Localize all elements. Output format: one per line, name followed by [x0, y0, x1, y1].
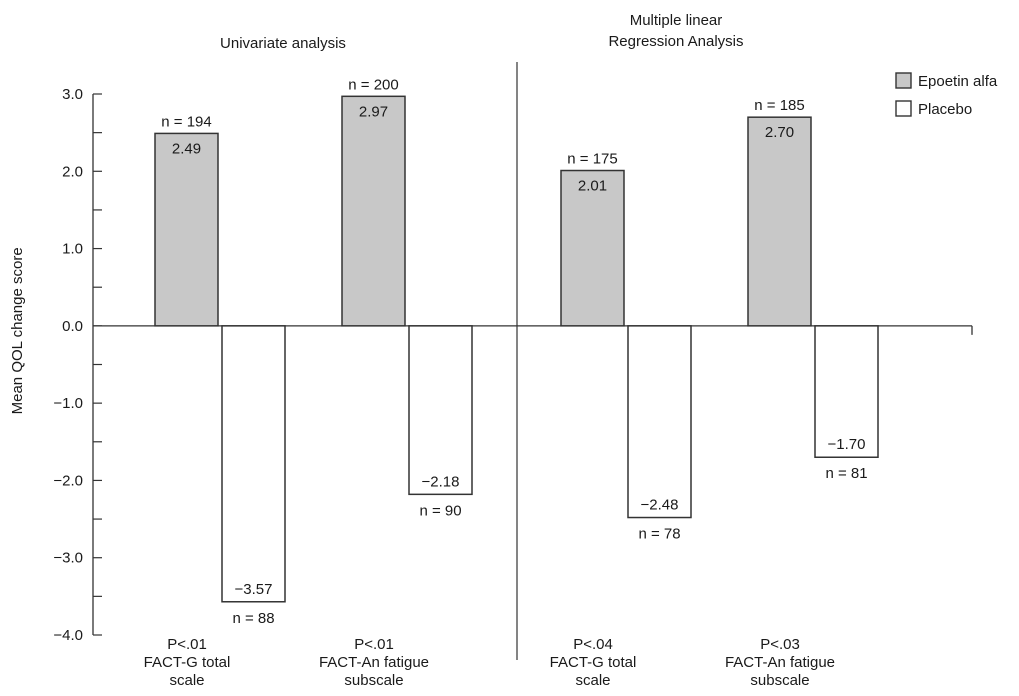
- y-tick-label: −2.0: [53, 472, 83, 489]
- category-label: scale: [575, 672, 610, 689]
- group-title: Regression Analysis: [608, 33, 743, 50]
- category-label: FACT-An fatigue: [725, 654, 835, 671]
- value-label: −2.18: [422, 473, 460, 490]
- category-label: subscale: [344, 672, 403, 689]
- n-label: n = 200: [348, 76, 398, 93]
- y-tick-label: 3.0: [62, 86, 83, 103]
- category-label: P<.04: [573, 636, 613, 653]
- epoetin-bar: [747, 116, 812, 327]
- category-label: P<.03: [760, 636, 800, 653]
- bar-labels: n = 194 2.49 n = 200 2.97 n = 175 2.01 n = 185…: [161, 76, 867, 626]
- n-label: n = 90: [419, 502, 461, 519]
- n-label: n = 185: [754, 97, 804, 114]
- placebo-bar: [408, 325, 473, 496]
- placebo-bar: [221, 325, 286, 603]
- value-label: −2.48: [641, 497, 679, 514]
- y-tick-label: 2.0: [62, 163, 83, 180]
- n-label: n = 81: [825, 465, 867, 482]
- y-tick-label: −1.0: [53, 395, 83, 412]
- category-label: FACT-G total: [144, 654, 231, 671]
- y-tick-label: −3.0: [53, 550, 83, 567]
- legend-swatch-placebo: [895, 100, 912, 117]
- value-label: 2.97: [359, 103, 388, 120]
- y-tick-label: 0.0: [62, 318, 83, 335]
- y-tick-label: 1.0: [62, 241, 83, 258]
- n-label: n = 88: [232, 610, 274, 627]
- category-label: FACT-G total: [550, 654, 637, 671]
- group-title: Univariate analysis: [220, 35, 346, 52]
- value-label: −3.57: [235, 581, 273, 598]
- category-label: FACT-An fatigue: [319, 654, 429, 671]
- y-axis-title: Mean QOL change score: [9, 247, 26, 414]
- value-label: 2.01: [578, 178, 607, 195]
- value-label: −1.70: [828, 436, 866, 453]
- y-axis: 3.0 2.0 1.0 0.0 −1.0 −2.0 −3.0 −4.0 Mean QOL cha…: [9, 62, 973, 660]
- placebo-bar: [627, 325, 692, 519]
- n-label: n = 175: [567, 151, 617, 168]
- legend-swatch-epoetin: [895, 72, 912, 89]
- group-title: Multiple linear: [630, 12, 723, 29]
- value-label: 2.49: [172, 140, 201, 157]
- y-tick-label: −4.0: [53, 627, 83, 644]
- legend-label: Placebo: [918, 101, 972, 118]
- epoetin-bar: [341, 95, 406, 327]
- category-label: P<.01: [167, 636, 207, 653]
- category-label: P<.01: [354, 636, 394, 653]
- legend: Epoetin alfa Placebo: [895, 72, 998, 118]
- value-label: 2.70: [765, 124, 794, 141]
- n-label: n = 78: [638, 526, 680, 543]
- category-label: subscale: [750, 672, 809, 689]
- n-label: n = 194: [161, 113, 211, 130]
- placebo-bar: [814, 325, 879, 458]
- group-titles: Univariate analysis Multiple linear Regres…: [220, 12, 743, 52]
- bars: [154, 95, 879, 603]
- epoetin-bar: [560, 169, 625, 327]
- epoetin-bar: [154, 132, 219, 327]
- legend-label: Epoetin alfa: [918, 73, 998, 90]
- category-label: scale: [169, 672, 204, 689]
